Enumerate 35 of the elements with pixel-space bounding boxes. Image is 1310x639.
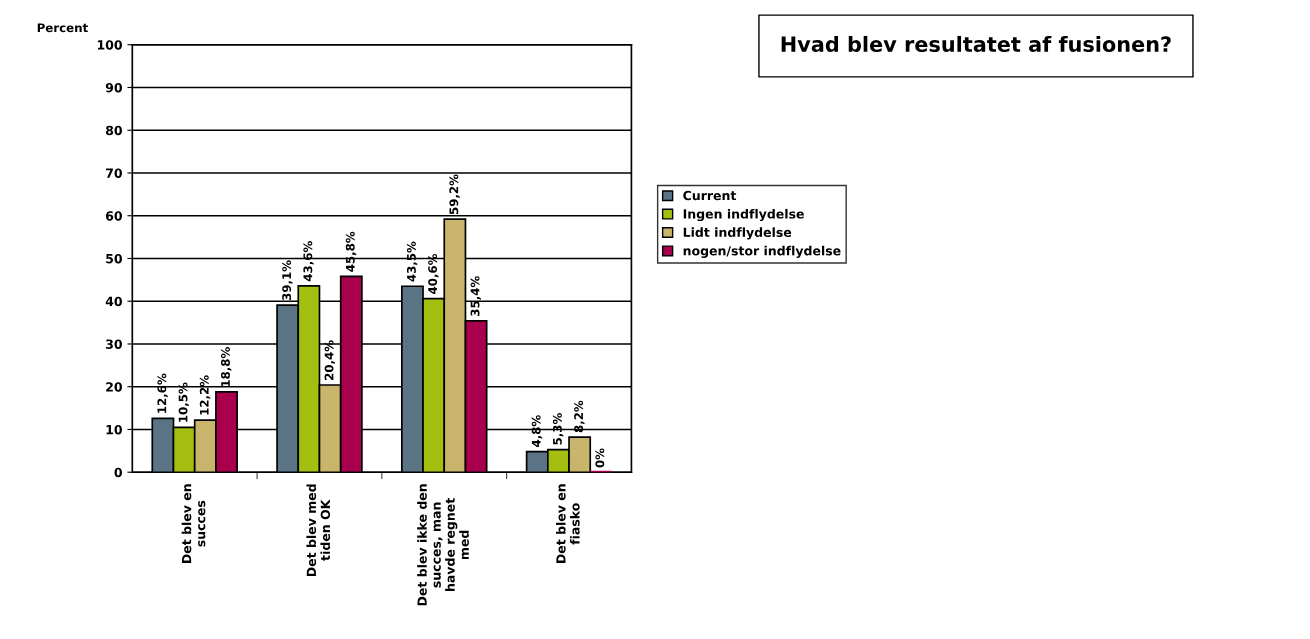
x-tick-label: Det blev ikke den succes, man havde regnet med: [417, 484, 469, 606]
y-tick-label: 90: [105, 82, 122, 93]
y-tick-label: 10: [106, 424, 122, 435]
y-tick-label: 20: [106, 382, 122, 392]
data-label: 10,5%: [178, 382, 190, 422]
y-axis-title: Percent: [37, 23, 88, 33]
x-tick-label: Det blev en succes: [181, 484, 206, 563]
data-label: 0%: [595, 448, 605, 468]
legend-label: nogen/stor indflydelse: [683, 245, 841, 258]
legend-label: Ingen indflydelse: [683, 208, 804, 222]
data-label: 12,6%: [157, 373, 168, 413]
y-tick-label: 80: [105, 125, 122, 136]
y-tick-label: 40: [105, 296, 122, 307]
data-label: 8,2%: [574, 400, 585, 433]
data-label: 43,5%: [406, 241, 418, 282]
data-label: 40,6%: [428, 253, 439, 294]
y-tick-label: 100: [97, 40, 122, 50]
y-tick-label: 60: [105, 211, 122, 221]
data-label: 20,4%: [324, 340, 336, 380]
y-tick-label: 30: [106, 339, 122, 349]
data-label: 18,8%: [221, 347, 232, 387]
data-label: 5,3%: [552, 413, 564, 445]
x-tick-label: Det blev en fiasko: [555, 484, 580, 563]
data-label: 59,2%: [449, 174, 460, 215]
y-tick-label: 50: [106, 253, 122, 264]
legend-label: Lidt indflydelse: [683, 227, 792, 240]
data-label: 39,1%: [282, 260, 293, 301]
data-label: 12,2%: [199, 375, 211, 415]
data-label: 35,4%: [470, 276, 482, 316]
x-tick-label: Det blev med tiden OK: [306, 484, 331, 577]
y-tick-label: 70: [106, 168, 122, 178]
legend-label: Current: [683, 190, 737, 201]
data-label: 45,8%: [345, 231, 357, 272]
y-tick-label: 0: [114, 467, 122, 478]
text: Hvad blev resultatet af fusionen?: [781, 35, 1171, 53]
